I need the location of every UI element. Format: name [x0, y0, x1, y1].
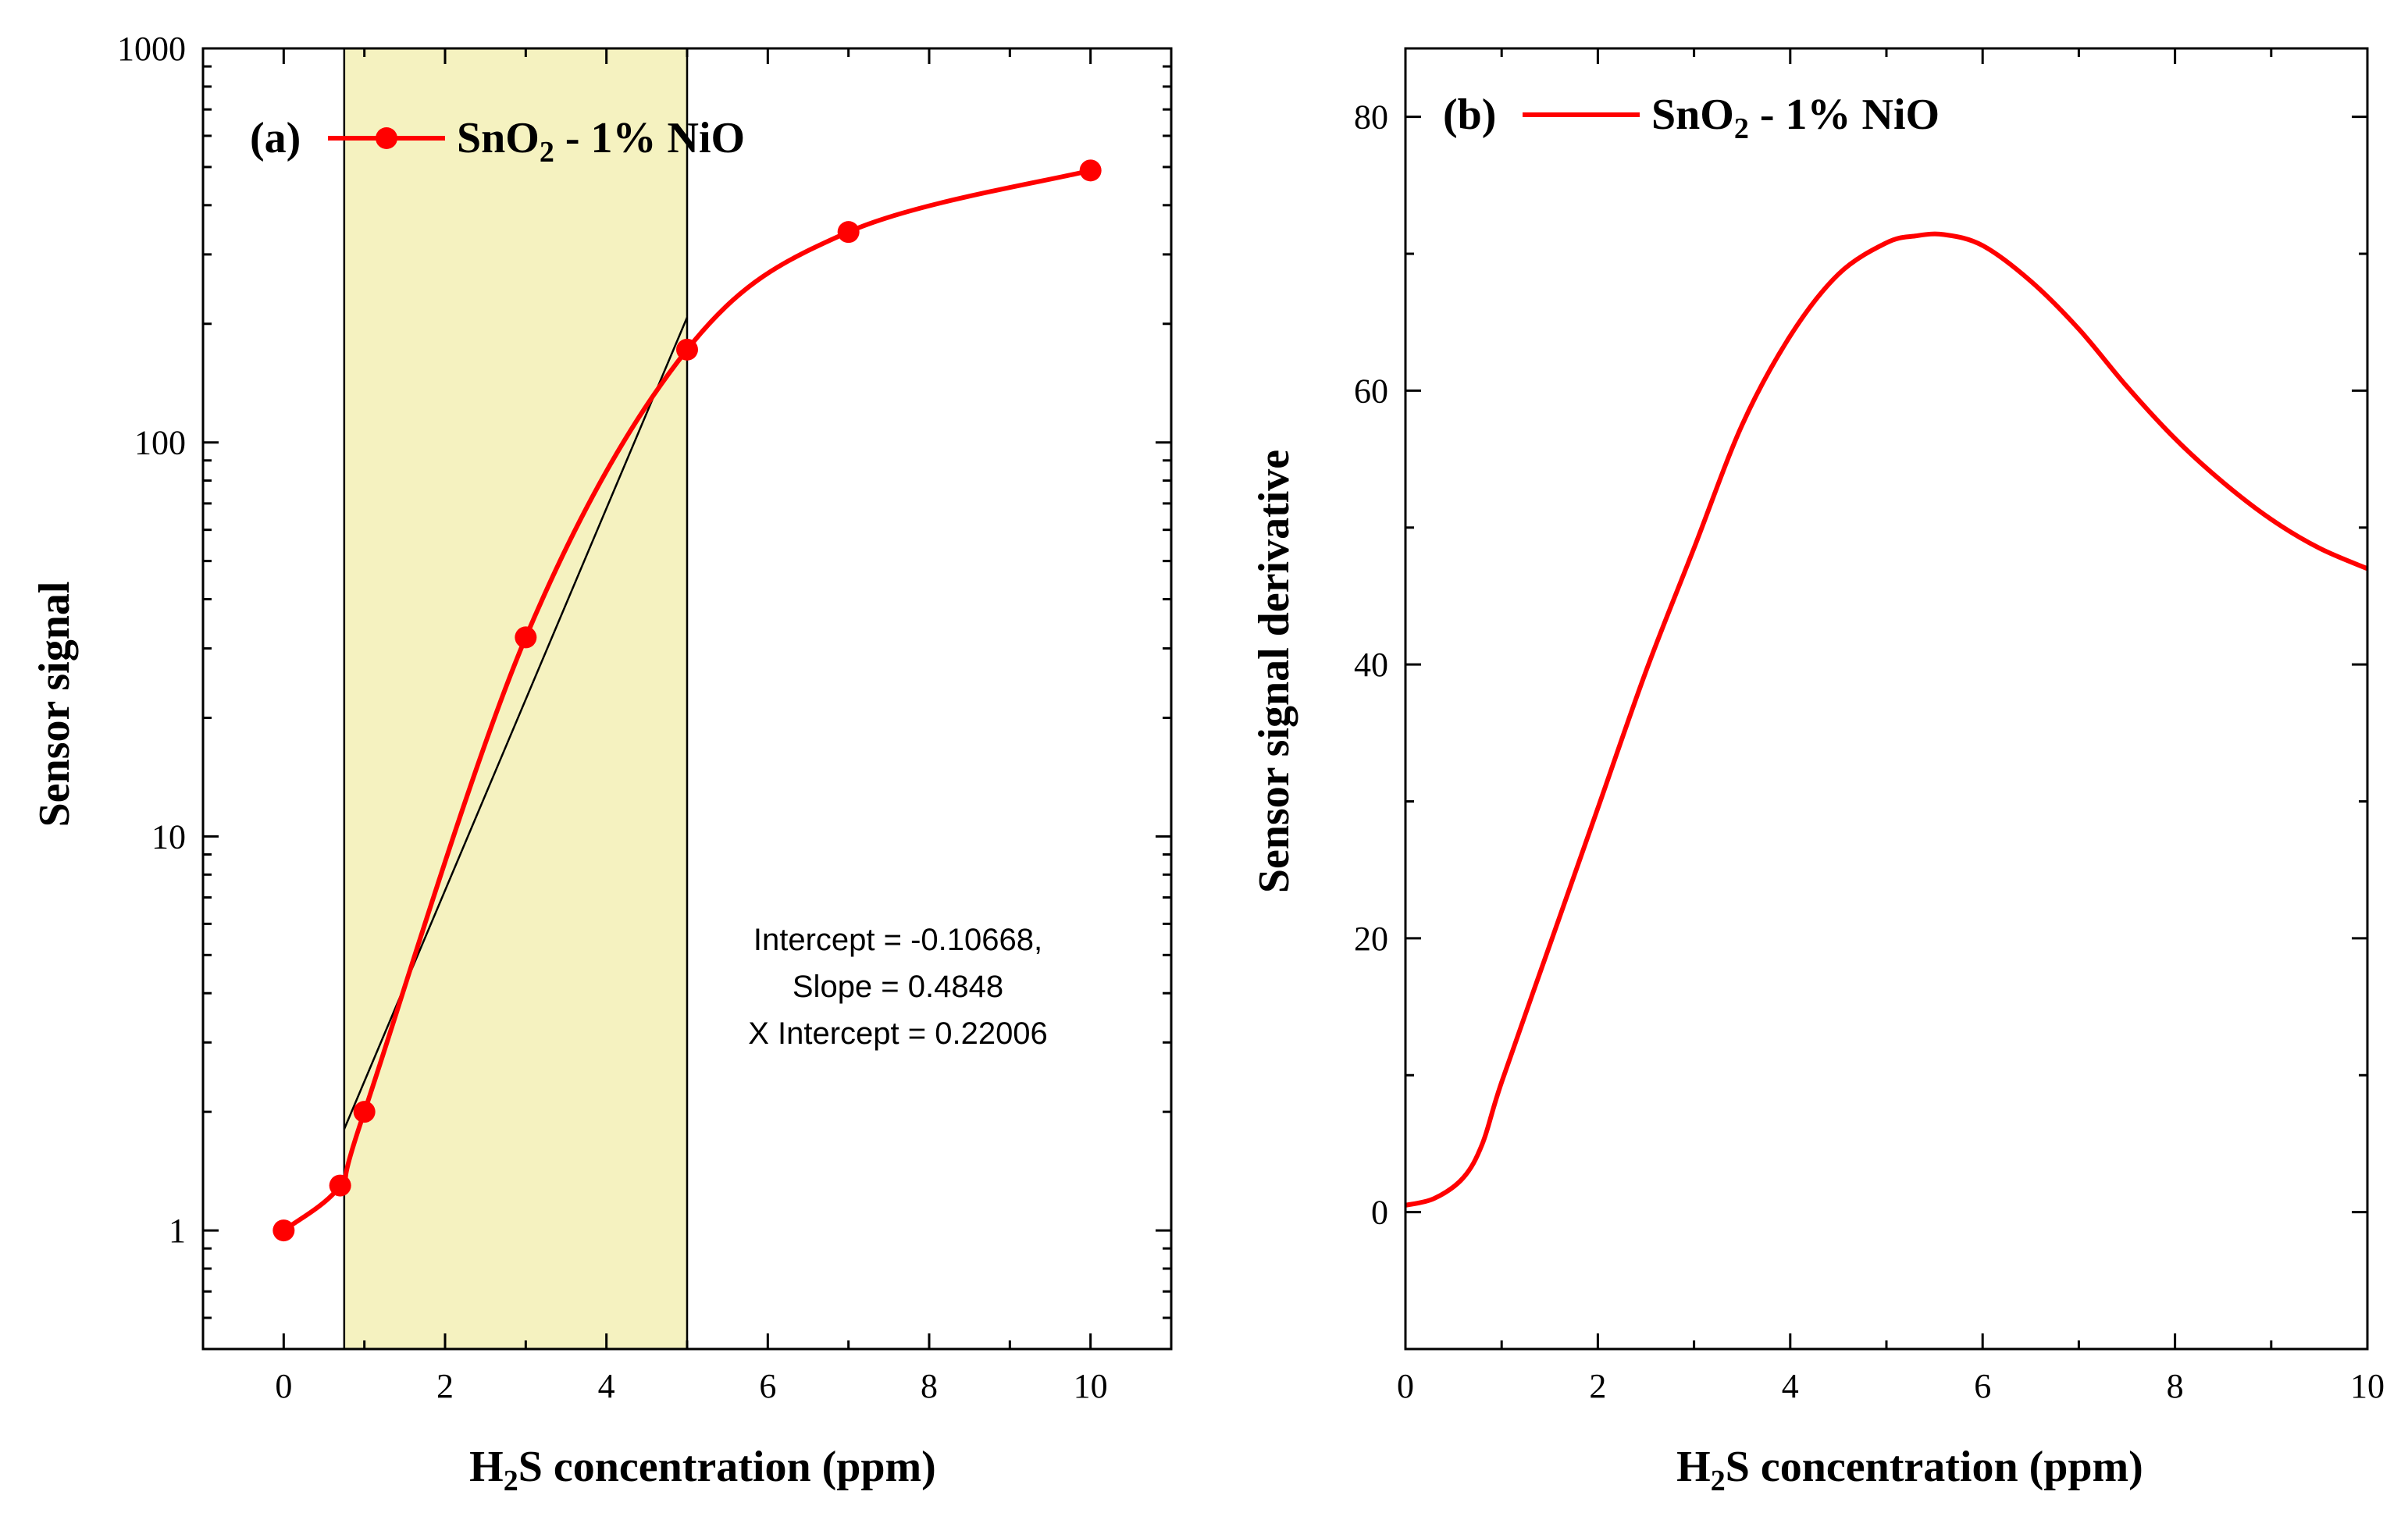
x-tick-label: 10 — [1074, 1367, 1108, 1405]
panel-a-frame — [201, 47, 1173, 1351]
legend-marker — [376, 127, 397, 149]
x-tick-label: 4 — [1782, 1367, 1799, 1405]
y-tick-label: 40 — [1354, 646, 1388, 684]
x-tick-label: 8 — [921, 1367, 938, 1405]
fit-annotation-line-3: X Intercept = 0.22006 — [748, 1016, 1048, 1051]
x-axis-title: H2S concentration (ppm) — [1676, 1443, 2143, 1497]
x-tick-label: 0 — [275, 1367, 292, 1405]
legend-label: SnO2 - 1% NiO — [457, 114, 745, 169]
x-tick-label: 6 — [759, 1367, 776, 1405]
x-tick-label: 8 — [2167, 1367, 2184, 1405]
y-axis-title: Sensor signal — [30, 582, 79, 828]
data-point — [1079, 159, 1102, 182]
y-tick-label: 0 — [1371, 1194, 1388, 1232]
data-point — [329, 1174, 351, 1197]
y-tick-label: 80 — [1354, 98, 1388, 137]
y-tick-label: 1000 — [117, 30, 186, 68]
y-tick-label: 60 — [1354, 372, 1388, 410]
data-point — [273, 1219, 295, 1242]
panel-b: 0 2 4 6 8 10 0 20 40 60 80 (b) SnO2 - 1% NiO H2S c… — [1250, 47, 2385, 1497]
y-axis-title: Sensor signal derivative — [1250, 450, 1298, 893]
x-tick-label: 10 — [2350, 1367, 2385, 1405]
panel-b-ticks: 0 2 4 6 8 10 0 20 40 60 80 — [1354, 48, 2385, 1405]
panel-b-label: (b) — [1443, 91, 1496, 139]
data-point — [837, 221, 860, 244]
x-tick-label: 0 — [1397, 1367, 1414, 1405]
fit-annotation-line-1: Intercept = -0.10668, — [753, 923, 1042, 957]
x-tick-label: 2 — [1589, 1367, 1606, 1405]
y-tick-label: 10 — [151, 817, 186, 856]
x-tick-label: 2 — [436, 1367, 454, 1405]
fit-annotation-line-2: Slope = 0.4848 — [793, 970, 1003, 1004]
y-tick-label: 100 — [134, 424, 186, 462]
data-point — [515, 626, 537, 649]
shaded-region — [344, 48, 687, 1349]
data-point — [353, 1101, 376, 1123]
x-axis-title: H2S concentration (ppm) — [469, 1443, 936, 1497]
derivative-line — [1405, 231, 2369, 1208]
panel-b-frame — [1404, 47, 2369, 1351]
data-point — [676, 338, 698, 361]
legend-label: SnO2 - 1% NiO — [1651, 91, 1940, 145]
x-tick-label: 4 — [598, 1367, 615, 1405]
panel-a-label: (a) — [250, 114, 301, 162]
y-tick-label: 20 — [1354, 920, 1388, 958]
panel-a: 0 2 4 6 8 10 1 10 100 1000 (a) SnO2 - 1% NiO Inte… — [30, 30, 1173, 1497]
x-tick-label: 6 — [1974, 1367, 1991, 1405]
data-points — [273, 159, 1102, 1242]
y-tick-label: 1 — [169, 1212, 186, 1250]
